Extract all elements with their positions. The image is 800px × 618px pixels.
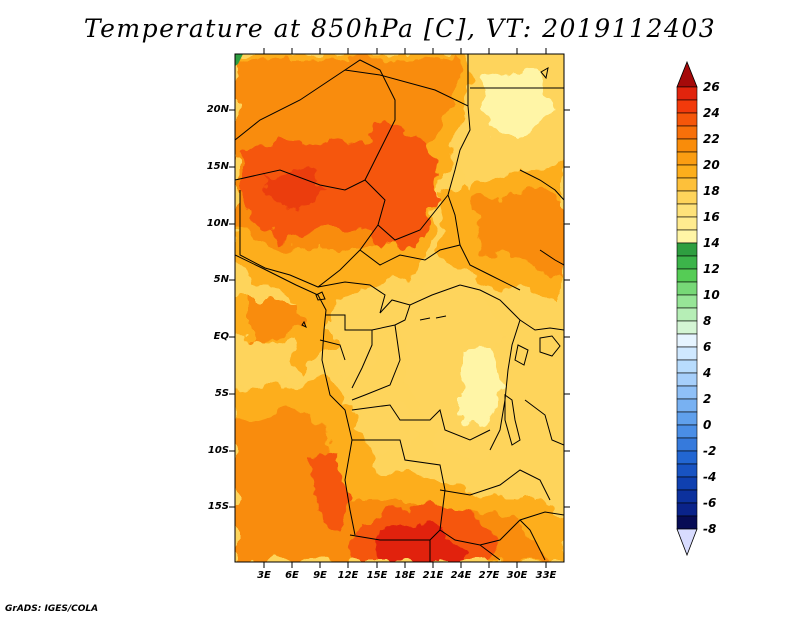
colorbar-label: 18 <box>703 184 720 198</box>
colorbar-swatch <box>676 411 698 426</box>
colorbar-swatch <box>676 216 698 231</box>
colorbar-label: -2 <box>703 444 717 458</box>
colorbar-label: 4 <box>703 366 712 380</box>
colorbar-swatch <box>676 294 698 309</box>
colorbar-label: 26 <box>703 80 720 94</box>
colorbar-swatch <box>676 307 698 322</box>
colorbar-swatch <box>676 164 698 179</box>
colorbar-swatch <box>676 177 698 192</box>
lon-label: 33E <box>535 570 557 581</box>
colorbar-bottom-arrow <box>676 528 698 557</box>
colorbar-swatch <box>676 385 698 400</box>
colorbar-swatch <box>676 190 698 205</box>
colorbar-swatch <box>676 242 698 257</box>
colorbar-label: 8 <box>703 314 712 328</box>
colorbar-swatch <box>676 151 698 166</box>
lat-label: 15N <box>206 161 229 172</box>
colorbar-swatch <box>676 86 698 101</box>
colorbar-swatch <box>676 112 698 127</box>
lat-label: 10S <box>207 445 229 456</box>
lon-label: 9E <box>313 570 327 581</box>
colorbar-swatch <box>676 125 698 140</box>
lat-label: EQ <box>213 331 229 342</box>
colorbar-swatch <box>676 320 698 335</box>
colorbar-top-arrow <box>676 60 698 88</box>
colorbar-label: 0 <box>703 418 712 432</box>
colorbar-label: 16 <box>703 210 720 224</box>
temperature-field <box>235 54 564 562</box>
colorbar-label: 6 <box>703 340 712 354</box>
lon-label: 30E <box>506 570 528 581</box>
colorbar-swatch <box>676 463 698 478</box>
grads-credit: GrADS: IGES/COLA <box>5 604 99 614</box>
colorbar-swatch <box>676 515 698 530</box>
lon-label: 3E <box>257 570 271 581</box>
map-frame <box>234 53 565 563</box>
lon-label: 21E <box>422 570 444 581</box>
colorbar-label: 20 <box>703 158 720 172</box>
longitude-ticks <box>263 48 547 568</box>
colorbar-swatch <box>676 476 698 491</box>
lat-label: 20N <box>206 104 229 115</box>
colorbar-swatch <box>676 346 698 361</box>
colorbar-label: 24 <box>703 106 720 120</box>
colorbar-swatch <box>676 489 698 504</box>
colorbar-swatch <box>676 281 698 296</box>
colorbar-swatch <box>676 359 698 374</box>
colorbar-swatch <box>676 372 698 387</box>
colorbar-label: -6 <box>703 496 717 510</box>
country-borders <box>235 54 564 562</box>
lat-label: 15S <box>207 501 229 512</box>
colorbar-swatch <box>676 333 698 348</box>
colorbar <box>676 60 698 557</box>
lat-label: 5N <box>213 274 229 285</box>
lat-label: 5S <box>214 388 229 399</box>
lon-label: 18E <box>394 570 416 581</box>
lon-label: 27E <box>478 570 500 581</box>
colorbar-label: 14 <box>703 236 720 250</box>
colorbar-swatch <box>676 398 698 413</box>
colorbar-swatch <box>676 424 698 439</box>
colorbar-swatch <box>676 437 698 452</box>
map-title: Temperature at 850hPa [C], VT: 201911240… <box>83 14 717 43</box>
colorbar-label: 2 <box>703 392 712 406</box>
colorbar-swatch <box>676 255 698 270</box>
colorbar-swatch <box>676 450 698 465</box>
colorbar-label: 22 <box>703 132 720 146</box>
lat-label: 10N <box>206 218 229 229</box>
colorbar-label: 10 <box>703 288 720 302</box>
colorbar-swatch <box>676 138 698 153</box>
colorbar-label: -8 <box>703 522 717 536</box>
latitude-ticks <box>229 109 570 508</box>
colorbar-swatch <box>676 229 698 244</box>
colorbar-swatch <box>676 99 698 114</box>
colorbar-label: -4 <box>703 470 717 484</box>
colorbar-swatch <box>676 268 698 283</box>
colorbar-swatch <box>676 502 698 517</box>
colorbar-swatch <box>676 203 698 218</box>
lon-label: 6E <box>285 570 299 581</box>
lon-label: 12E <box>337 570 359 581</box>
colorbar-label: 12 <box>703 262 720 276</box>
lon-label: 15E <box>366 570 388 581</box>
lon-label: 24E <box>450 570 472 581</box>
